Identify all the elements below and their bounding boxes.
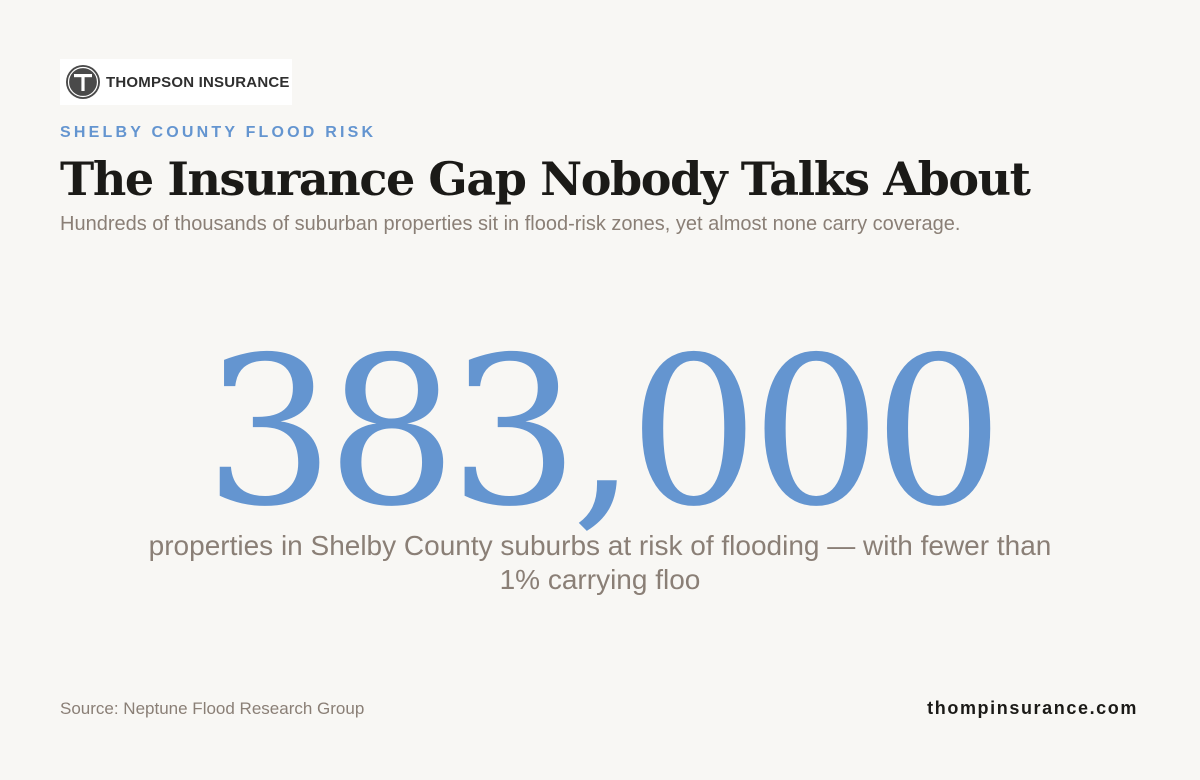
t-monogram-icon xyxy=(66,65,100,99)
stat-caption: properties in Shelby County suburbs at r… xyxy=(148,530,1052,595)
brand-logo: THOMPSON INSURANCE xyxy=(60,59,292,105)
brand-name: THOMPSON INSURANCE xyxy=(106,73,290,91)
source-credit: Source: Neptune Flood Research Group xyxy=(60,699,365,718)
page-subtitle: Hundreds of thousands of suburban proper… xyxy=(60,213,961,235)
website-url: thompinsurance.com xyxy=(927,698,1138,718)
eyebrow-label: SHELBY COUNTY FLOOD RISK xyxy=(60,124,377,141)
stat-value: 383,000 xyxy=(204,314,1004,552)
page-title: The Insurance Gap Nobody Talks About xyxy=(60,152,1031,206)
